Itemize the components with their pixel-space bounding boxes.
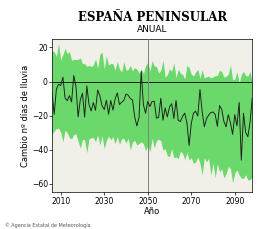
Text: © Agencia Estatal de Meteorología: © Agencia Estatal de Meteorología (5, 222, 91, 228)
Text: ESPAÑA PENINSULAR: ESPAÑA PENINSULAR (77, 11, 227, 24)
Y-axis label: Cambio nº días de lluvia: Cambio nº días de lluvia (21, 65, 30, 167)
X-axis label: Año: Año (144, 207, 160, 216)
Text: ANUAL: ANUAL (137, 25, 167, 34)
